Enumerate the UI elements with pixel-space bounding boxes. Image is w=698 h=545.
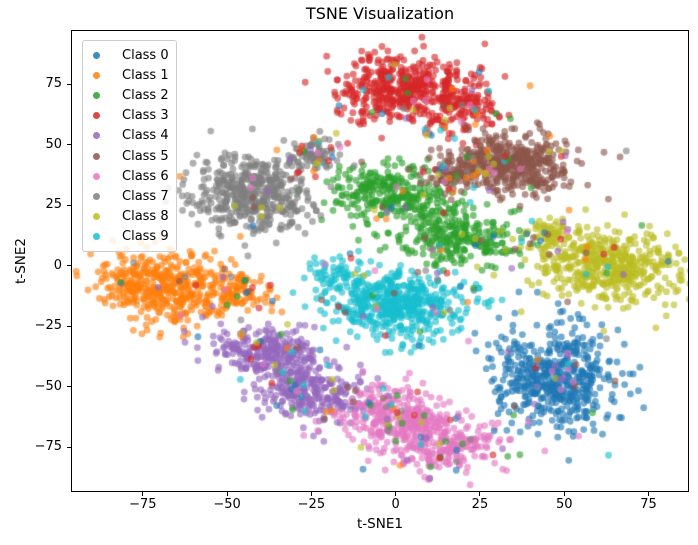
legend-item-class-2: Class 2	[83, 85, 176, 105]
x-tick-label: −75	[129, 497, 157, 512]
y-tick-mark	[67, 144, 71, 146]
legend-item-class-6: Class 6	[83, 166, 176, 186]
legend-marker-icon	[93, 152, 100, 160]
y-tick-label: 0	[53, 257, 62, 273]
legend-item-class-0: Class 0	[83, 45, 176, 65]
legend-item-class-5: Class 5	[83, 146, 176, 166]
legend-label: Class 1	[122, 67, 169, 83]
x-tick-mark	[479, 492, 481, 496]
legend-label: Class 7	[122, 188, 169, 204]
y-axis-label: t-SNE2	[13, 238, 29, 284]
legend-marker-icon	[93, 192, 100, 200]
x-tick-mark	[226, 492, 228, 496]
legend-item-class-9: Class 9	[83, 227, 176, 247]
x-axis-label: t-SNE1	[357, 516, 403, 532]
legend-label: Class 4	[122, 128, 169, 144]
legend: Class 0 Class 1 Class 2 Class 3 Class 4 Class…	[82, 40, 177, 252]
legend-marker-icon	[93, 172, 100, 180]
y-tick-label: 25	[45, 197, 62, 213]
y-tick-label: −25	[34, 318, 62, 334]
y-tick-label: −75	[34, 439, 62, 455]
y-tick-mark	[67, 83, 71, 85]
y-tick-mark	[67, 325, 71, 327]
y-tick-mark	[67, 204, 71, 206]
x-tick-label: 25	[471, 497, 489, 512]
legend-label: Class 2	[122, 87, 169, 103]
legend-marker-icon	[93, 91, 100, 99]
legend-label: Class 6	[122, 168, 169, 184]
legend-item-class-4: Class 4	[83, 126, 176, 146]
y-tick-label: 75	[45, 76, 62, 92]
legend-marker-icon	[93, 233, 100, 241]
y-tick-label: 50	[45, 136, 62, 152]
legend-marker-icon	[93, 51, 100, 59]
x-tick-mark	[310, 492, 312, 496]
legend-marker-icon	[93, 132, 100, 140]
legend-label: Class 5	[122, 148, 169, 164]
legend-label: Class 9	[122, 229, 169, 245]
legend-label: Class 3	[122, 108, 169, 124]
x-tick-label: 50	[555, 497, 573, 512]
legend-item-class-8: Class 8	[83, 207, 176, 227]
legend-item-class-1: Class 1	[83, 65, 176, 85]
x-tick-label: 0	[391, 497, 400, 512]
legend-item-class-7: Class 7	[83, 186, 176, 206]
legend-marker-icon	[93, 112, 100, 120]
x-tick-mark	[142, 492, 144, 496]
x-tick-label: 75	[640, 497, 657, 512]
legend-item-class-3: Class 3	[83, 106, 176, 126]
y-tick-mark	[67, 446, 71, 448]
legend-label: Class 8	[122, 209, 169, 225]
y-tick-mark	[67, 265, 71, 267]
legend-marker-icon	[93, 213, 100, 221]
legend-marker-icon	[93, 71, 100, 79]
x-tick-label: −50	[213, 497, 241, 512]
legend-label: Class 0	[122, 47, 169, 63]
x-tick-label: −25	[297, 497, 326, 512]
x-tick-mark	[395, 492, 397, 496]
y-tick-mark	[67, 386, 71, 388]
y-tick-label: −50	[34, 378, 62, 394]
x-tick-mark	[563, 492, 565, 496]
x-tick-mark	[648, 492, 650, 496]
